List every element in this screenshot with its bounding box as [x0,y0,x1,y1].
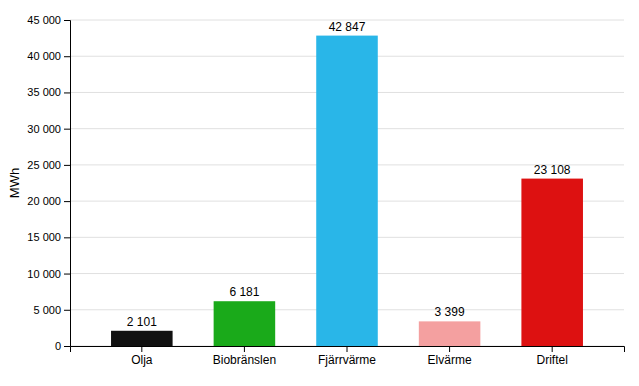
y-tick-label: 10 000 [27,268,61,280]
x-tick-mark [244,346,245,352]
y-tick: 0 [55,340,70,352]
y-tick-label: 20 000 [27,195,61,207]
y-tick: 30 000 [27,123,70,135]
bar [521,179,583,346]
y-tick-label: 30 000 [27,123,61,135]
y-tick-mark [64,129,70,130]
x-tick: Elvärme [428,346,472,367]
bar [316,36,378,346]
y-tick-mark [64,237,70,238]
y-tick-label: 25 000 [27,159,61,171]
x-axis: Olja Biobränslen Fjärrvärme Elvärme Driftel [71,346,625,367]
value-label: 6 181 [229,285,259,299]
x-tick: Driftel [537,346,568,367]
value-label: 2 101 [127,315,157,329]
y-tick: 40 000 [27,50,70,62]
y-tick-label: 5 000 [33,304,61,316]
value-label: 23 108 [534,163,571,177]
chart-svg: 0 5 000 10 000 15 000 20 000 25 000 30 000 35 0… [0,0,639,386]
x-tick-mark [552,346,553,352]
y-tick-mark [64,310,70,311]
x-tick-label: Driftel [537,353,568,367]
y-tick-mark [64,165,70,166]
y-axis-title: MWh [7,168,22,198]
x-tick-mark [347,346,348,352]
x-tick-label: Fjärrvärme [318,353,376,367]
x-tick: Biobränslen [213,346,276,367]
x-tick-label: Olja [131,353,153,367]
y-tick-mark [64,201,70,202]
bar [419,321,481,346]
y-tick-label: 45 000 [27,14,61,26]
y-tick-mark [64,56,70,57]
x-tick-mark [141,346,142,352]
bars [111,36,583,346]
x-axis-line [71,347,625,353]
y-tick: 35 000 [27,86,70,98]
y-axis-line [64,21,71,347]
grid [70,20,624,346]
y-tick-label: 15 000 [27,231,61,243]
y-tick-mark [64,346,70,347]
y-tick-label: 35 000 [27,86,61,98]
y-tick-mark [64,20,70,21]
y-tick: 15 000 [27,231,70,243]
chart-container: 0 5 000 10 000 15 000 20 000 25 000 30 000 35 0… [0,0,639,386]
x-tick-mark [449,346,450,352]
y-tick: 10 000 [27,268,70,280]
bar [214,301,276,346]
plot-area: 0 5 000 10 000 15 000 20 000 25 000 30 000 35 0… [27,14,624,367]
x-tick-label: Elvärme [428,353,472,367]
value-labels: 2 101 6 181 42 847 3 399 23 108 [127,20,571,329]
y-tick-mark [64,274,70,275]
bar [111,331,173,346]
value-label: 42 847 [329,20,366,34]
y-tick: 25 000 [27,159,70,171]
y-tick: 20 000 [27,195,70,207]
y-axis: 0 5 000 10 000 15 000 20 000 25 000 30 000 35 0… [27,14,70,352]
y-tick-mark [64,92,70,93]
y-tick: 45 000 [27,14,70,26]
y-tick-label: 40 000 [27,50,61,62]
y-tick-label: 0 [55,340,61,352]
x-tick-label: Biobränslen [213,353,276,367]
value-label: 3 399 [435,305,465,319]
x-tick: Fjärrvärme [318,346,376,367]
y-tick: 5 000 [33,304,70,316]
x-tick: Olja [131,346,153,367]
